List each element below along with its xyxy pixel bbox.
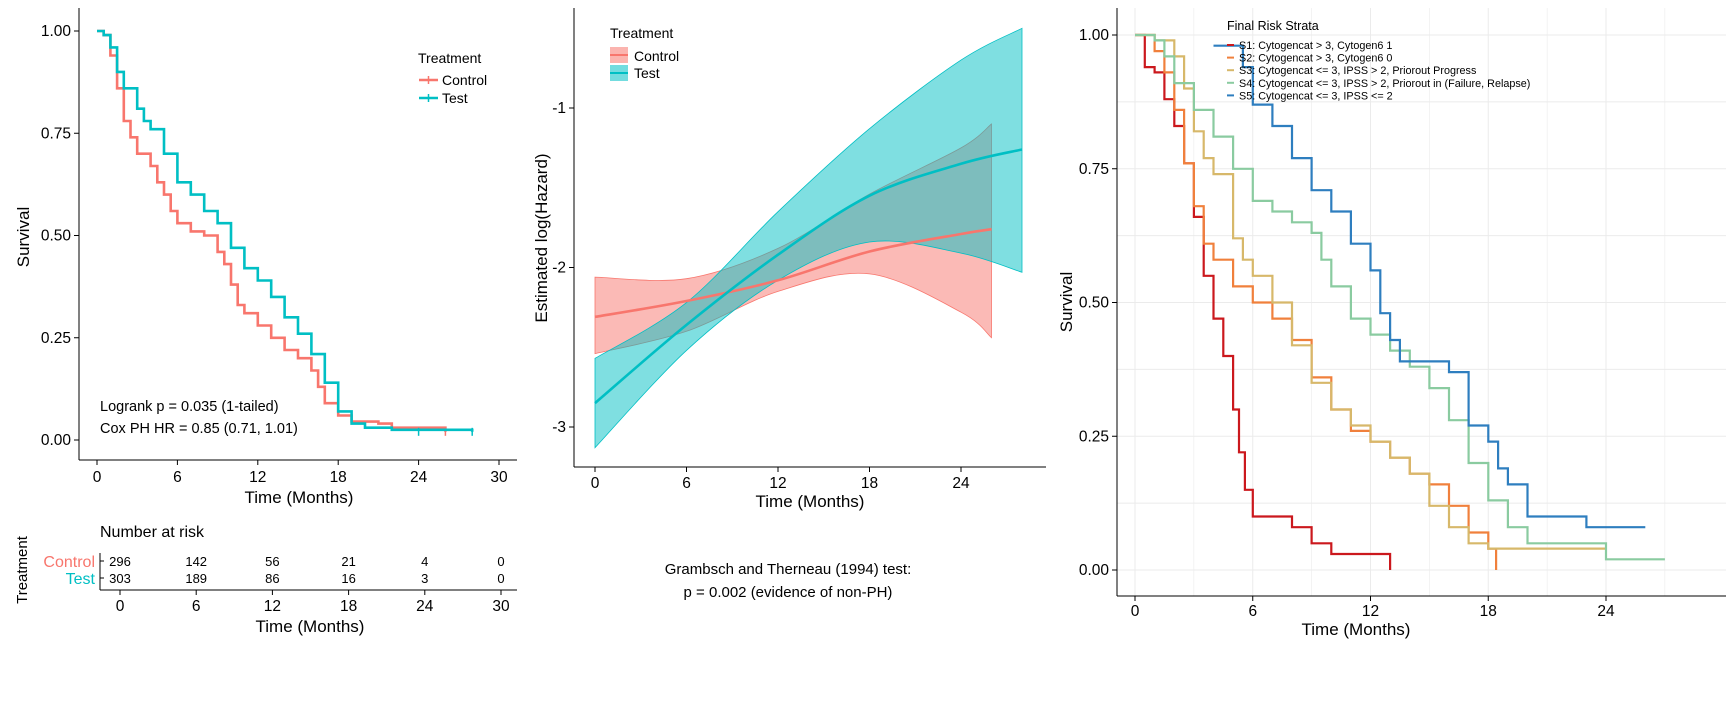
risk-x-tick-label: 18 bbox=[340, 598, 357, 615]
p2-xlabel: Time (Months) bbox=[756, 492, 865, 511]
p2-legend-label-control: Control bbox=[634, 48, 679, 64]
p1-legend-title: Treatment bbox=[418, 50, 481, 66]
p1-x-tick-label: 12 bbox=[249, 469, 266, 486]
risk-x-tick-label: 30 bbox=[492, 598, 510, 615]
risk-count-test-18: 16 bbox=[341, 571, 355, 586]
p3-legend-label-s4: S4: Cytogencat <= 3, IPSS > 2, Priorout … bbox=[1239, 78, 1530, 90]
p2-y-tick-label: -2 bbox=[552, 260, 566, 277]
p1-x-tick-label: 30 bbox=[490, 469, 508, 486]
risk-count-control-0: 296 bbox=[109, 554, 131, 569]
p2-band-test bbox=[594, 27, 1023, 449]
p3-legend-title: Final Risk Strata bbox=[1227, 19, 1319, 33]
risk-count-control-6: 142 bbox=[185, 554, 207, 569]
p3-x-tick-label: 0 bbox=[1131, 603, 1140, 620]
risk-count-control-30: 0 bbox=[497, 554, 504, 569]
p1-y-tick-label: 0.50 bbox=[41, 228, 72, 245]
p3-series-s1-line bbox=[1135, 33, 1392, 570]
p3-plot-area bbox=[1135, 33, 1665, 570]
p2-fit-line-test bbox=[594, 148, 1023, 405]
p2-x-tick-label: 0 bbox=[591, 475, 600, 492]
p3-legend-label-s5: S5: Cytogencat <= 3, IPSS <= 2 bbox=[1239, 90, 1393, 102]
p3-y-tick-label: 0.25 bbox=[1079, 428, 1109, 445]
p1-y-tick-label: 0.75 bbox=[41, 125, 71, 142]
p3-x-tick-label: 12 bbox=[1362, 603, 1379, 620]
risk-table-title: Number at risk bbox=[100, 524, 205, 541]
risk-row-label-control: Control bbox=[43, 554, 95, 571]
p1-plot-area bbox=[97, 29, 474, 436]
p1-xlabel: Time (Months) bbox=[245, 488, 354, 507]
risk-count-test-12: 86 bbox=[265, 571, 279, 586]
p2-x-tick-label: 18 bbox=[861, 475, 878, 492]
p2-footnote-line2: p = 0.002 (evidence of non-PH) bbox=[684, 584, 893, 601]
p3-x-tick-label: 24 bbox=[1597, 603, 1615, 620]
risk-count-test-30: 0 bbox=[497, 571, 504, 586]
p2-fit-line-control bbox=[594, 227, 992, 319]
p1-y-tick-label: 1.00 bbox=[41, 23, 72, 40]
log-hazard-panel: Estimated log(Hazard) 0 6 12 18 24 -3 -2 -1 Tim… bbox=[532, 8, 1046, 601]
risk-count-test-24: 3 bbox=[421, 571, 428, 586]
p3-legend-label-s3: S3: Cytogencat <= 3, IPSS > 2, Priorout … bbox=[1239, 65, 1477, 77]
risk-count-control-24: 4 bbox=[421, 554, 428, 569]
risk-x-tick-label: 6 bbox=[192, 598, 201, 615]
p3-grid bbox=[1117, 8, 1726, 596]
p3-series-s5-line bbox=[1213, 44, 1646, 529]
risk-table-ylabel: Treatment bbox=[14, 535, 31, 604]
p1-legend-label-control: Control bbox=[442, 72, 487, 88]
p1-annotation-logrank: Logrank p = 0.035 (1-tailed) bbox=[100, 399, 279, 415]
p1-y-tick-label: 0.00 bbox=[41, 432, 72, 449]
km-risk-strata-panel: Survival 0 6 12 18 24 0.00 0.25 0.50 0.75 1.00 Ti… bbox=[1060, 8, 1726, 639]
p1-annotation-coxph: Cox PH HR = 0.85 (0.71, 1.01) bbox=[100, 421, 298, 437]
p2-x-tick-label: 12 bbox=[769, 475, 786, 492]
p1-x-tick-label: 24 bbox=[410, 469, 428, 486]
p3-series-s4-line bbox=[1135, 33, 1665, 561]
p3-x-tick-label: 6 bbox=[1248, 603, 1257, 620]
p2-plot-area bbox=[594, 27, 1023, 449]
p2-legend-label-test: Test bbox=[634, 65, 660, 81]
p3-legend-label-s1: S1: Cytogencat > 3, Cytogen6 1 bbox=[1239, 40, 1392, 52]
risk-count-control-18: 21 bbox=[341, 554, 355, 569]
p1-x-tick-label: 18 bbox=[330, 469, 347, 486]
risk-x-tick-label: 0 bbox=[116, 598, 125, 615]
p1-legend: Treatment Control Test bbox=[418, 50, 487, 106]
p2-legend: Treatment Control Test bbox=[610, 25, 679, 81]
p3-x-tick-label: 18 bbox=[1480, 603, 1497, 620]
risk-row-label-test: Test bbox=[66, 571, 96, 588]
p1-legend-label-test: Test bbox=[442, 90, 468, 106]
p2-x-tick-label: 6 bbox=[682, 475, 691, 492]
p1-x-tick-label: 0 bbox=[93, 469, 102, 486]
p3-xlabel: Time (Months) bbox=[1302, 620, 1411, 639]
p3-y-tick-label: 0.00 bbox=[1079, 562, 1110, 579]
p2-y-tick-label: -1 bbox=[552, 100, 566, 117]
p2-footnote-line1: Grambsch and Therneau (1994) test: bbox=[665, 561, 912, 578]
p1-ylabel: Survival bbox=[14, 207, 33, 267]
p3-ylabel: Survival bbox=[1060, 272, 1076, 332]
p1-series-control-line bbox=[97, 29, 447, 432]
p2-legend-title: Treatment bbox=[610, 25, 673, 41]
p2-y-tick-label: -3 bbox=[552, 419, 566, 436]
risk-count-test-0: 303 bbox=[109, 571, 131, 586]
p1-series-test-line bbox=[97, 29, 474, 432]
p2-ylabel: Estimated log(Hazard) bbox=[532, 153, 551, 322]
p3-y-tick-label: 1.00 bbox=[1079, 27, 1110, 44]
p1-y-tick-label: 0.25 bbox=[41, 330, 71, 347]
risk-x-tick-label: 12 bbox=[264, 598, 281, 615]
risk-count-control-12: 56 bbox=[265, 554, 279, 569]
p3-y-tick-label: 0.50 bbox=[1079, 295, 1110, 312]
risk-x-tick-label: 24 bbox=[416, 598, 434, 615]
risk-count-test-6: 189 bbox=[185, 571, 207, 586]
risk-table-xlabel: Time (Months) bbox=[256, 617, 365, 636]
p3-legend-label-s2: S2: Cytogencat > 3, Cytogen6 0 bbox=[1239, 53, 1392, 65]
p1-x-tick-label: 6 bbox=[173, 469, 182, 486]
p3-legend: Final Risk Strata S1: Cytogencat > 3, Cy… bbox=[1227, 19, 1530, 102]
p2-x-tick-label: 24 bbox=[952, 475, 970, 492]
km-treatment-panel: Survival 0 6 12 18 24 300.000.250.500.751.00 … bbox=[14, 8, 517, 636]
p3-y-tick-label: 0.75 bbox=[1079, 161, 1109, 178]
